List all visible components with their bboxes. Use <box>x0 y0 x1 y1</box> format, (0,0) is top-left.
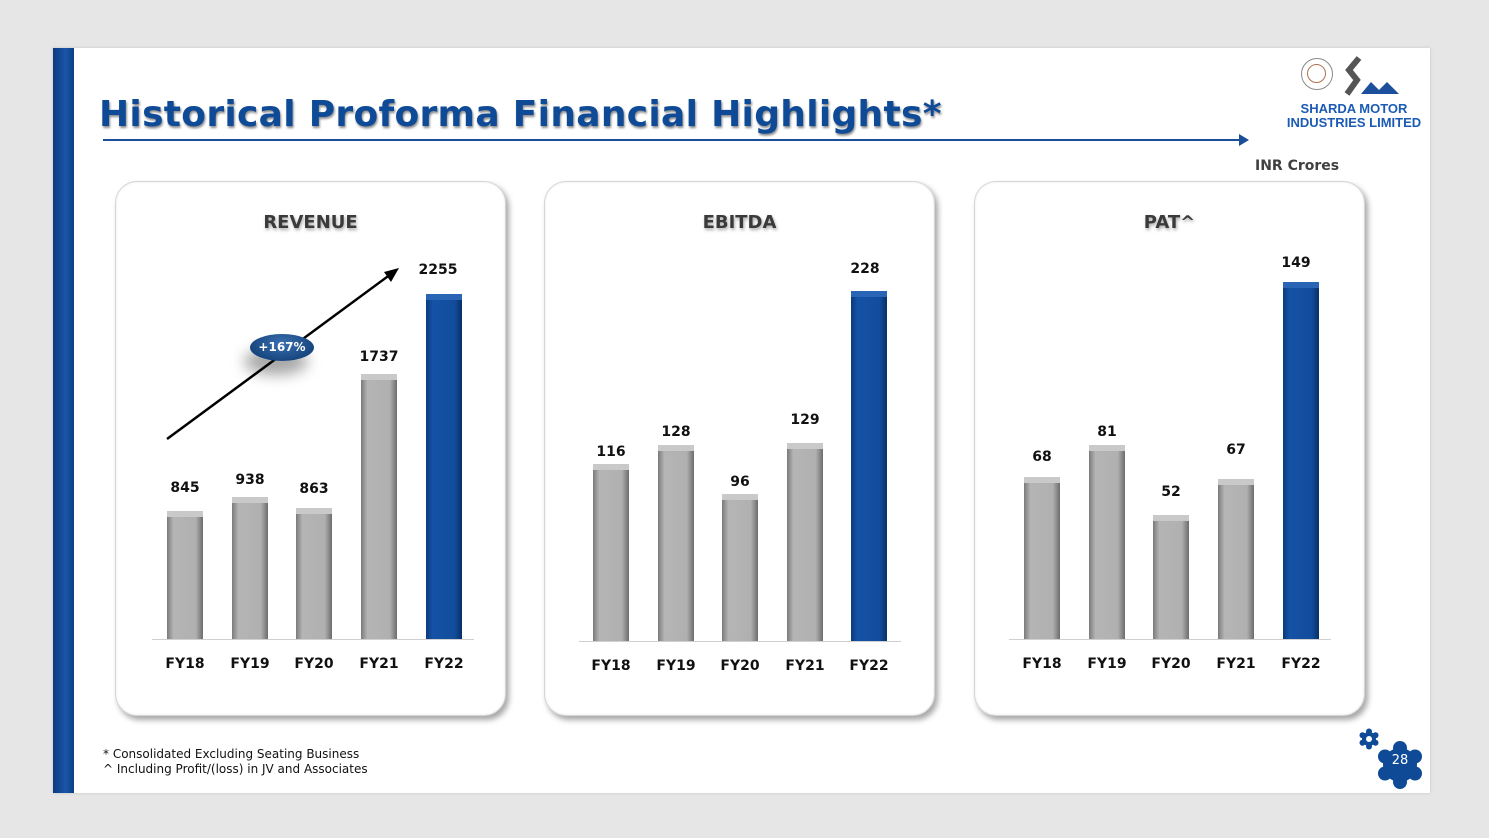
company-name-line2: INDUSTRIES LIMITED <box>1286 115 1422 130</box>
value-label: 1737 <box>359 349 399 365</box>
category-label: FY18 <box>1022 656 1062 672</box>
company-logo: SHARDA MOTOR INDUSTRIES LIMITED <box>1281 54 1427 134</box>
category-label: FY19 <box>656 658 696 674</box>
category-label: FY20 <box>1151 656 1191 672</box>
value-label: 149 <box>1281 255 1311 271</box>
footnote-jv: ^ Including Profit/(loss) in JV and Asso… <box>103 762 368 776</box>
pat-panel: PAT^ 68 81 52 67 149 FY18 FY19 FY20 FY21… <box>974 181 1365 716</box>
category-label: FY21 <box>359 656 399 672</box>
bar-fy20 <box>296 508 332 639</box>
unit-label: INR Crores <box>1255 158 1340 174</box>
title-underline <box>103 139 1243 141</box>
small-gear-icon <box>1359 728 1379 750</box>
category-label: FY18 <box>165 656 205 672</box>
bar-fy18 <box>167 511 203 639</box>
bar-fy20 <box>722 494 758 641</box>
value-label: 52 <box>1161 484 1181 500</box>
category-label: FY19 <box>1087 656 1127 672</box>
category-label: FY22 <box>849 658 889 674</box>
slide: Historical Proforma Financial Highlights… <box>53 48 1430 793</box>
bar-fy21 <box>787 443 823 641</box>
bar-fy21 <box>1218 479 1254 639</box>
company-name-line1: SHARDA MOTOR <box>1300 101 1408 116</box>
page-title: Historical Proforma Financial Highlights… <box>99 94 942 135</box>
category-label: FY21 <box>1216 656 1256 672</box>
growth-badge: +167% <box>250 334 314 361</box>
value-label: 845 <box>170 480 200 496</box>
bar-fy22 <box>851 291 887 641</box>
footnote-consolidated: * Consolidated Excluding Seating Busines… <box>103 747 360 761</box>
value-label: 68 <box>1032 449 1052 465</box>
value-label: 67 <box>1226 442 1246 458</box>
category-label: FY22 <box>1281 656 1321 672</box>
left-accent-bar <box>53 48 74 793</box>
footnotes: * Consolidated Excluding Seating Busines… <box>103 747 368 777</box>
bar-fy20 <box>1153 515 1189 639</box>
value-label: 228 <box>850 261 880 277</box>
category-label: FY22 <box>424 656 464 672</box>
ebitda-panel: EBITDA 116 128 96 129 228 FY18 FY19 FY20… <box>544 181 935 716</box>
panel-title: PAT^ <box>1143 212 1196 233</box>
bar-fy21 <box>361 374 397 639</box>
category-label: FY20 <box>294 656 334 672</box>
value-label: 938 <box>235 472 265 488</box>
panel-title: EBITDA <box>702 212 777 233</box>
axis-baseline <box>579 641 901 642</box>
panel-title: REVENUE <box>263 212 358 233</box>
value-label: 129 <box>790 412 820 428</box>
value-label: 2255 <box>418 262 458 278</box>
bar-fy19 <box>658 445 694 641</box>
category-label: FY19 <box>230 656 270 672</box>
page-number: 28 <box>1391 753 1409 768</box>
bar-fy22 <box>1283 282 1319 639</box>
value-label: 81 <box>1097 424 1117 440</box>
axis-baseline <box>1009 639 1331 640</box>
bar-fy22 <box>426 294 462 639</box>
bar-fy18 <box>593 464 629 641</box>
category-label: FY20 <box>720 658 760 674</box>
value-label: 128 <box>661 424 691 440</box>
category-label: FY21 <box>785 658 825 674</box>
bar-fy19 <box>232 497 268 639</box>
value-label: 863 <box>299 481 329 497</box>
value-label: 116 <box>596 444 626 460</box>
bar-fy19 <box>1089 445 1125 639</box>
company-name: SHARDA MOTOR INDUSTRIES LIMITED <box>1281 102 1427 130</box>
seal-icon <box>1301 58 1333 90</box>
sharda-logo-mark-icon <box>1344 56 1399 96</box>
page-number-gear-icon <box>1378 741 1422 789</box>
axis-baseline <box>152 639 474 640</box>
revenue-panel: REVENUE +167% 845 938 863 1737 2255 FY18… <box>115 181 506 716</box>
title-arrow-icon <box>1239 134 1249 146</box>
bar-fy18 <box>1024 477 1060 639</box>
value-label: 96 <box>730 474 750 490</box>
category-label: FY18 <box>591 658 631 674</box>
